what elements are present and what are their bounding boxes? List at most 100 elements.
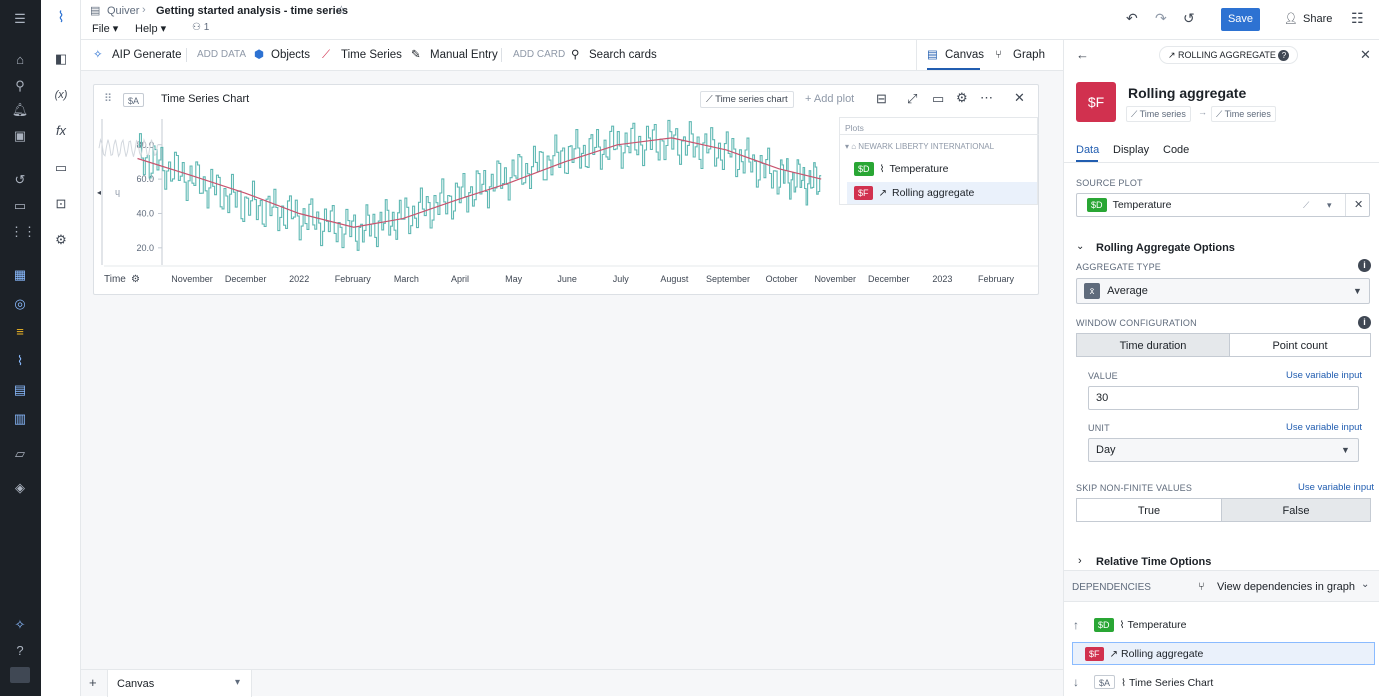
chevron-right-icon[interactable]: › [1078,555,1082,567]
arrow-right-icon: → [1198,107,1207,117]
undo-icon[interactable]: ↶ [1126,10,1138,26]
card-title[interactable]: Time Series Chart [161,93,250,105]
drag-handle-icon[interactable]: ⠿ [104,93,113,105]
home-icon[interactable]: ⌂ [16,52,24,67]
time-series-chart-card[interactable]: ⠿ $A Time Series Chart ⟋ Time series cha… [93,84,1039,295]
app-icon-3[interactable]: ≡ [16,324,24,339]
back-icon[interactable]: ← [1076,47,1089,62]
chart-type-button[interactable]: ⟋ Time series chart [700,91,794,108]
use-variable-link[interactable]: Use variable input [1286,370,1363,381]
app-icon-1[interactable]: ▦ [13,267,27,282]
time-series-button[interactable]: Time Series [341,49,402,61]
series-rolling-aggregate [137,137,822,228]
app-icon-6[interactable]: ▥ [13,411,27,426]
settings-icon[interactable]: ⚙ [55,232,67,247]
folder-icon[interactable]: ▭ [13,198,27,213]
node-title[interactable]: Rolling aggregate [1128,85,1247,101]
star-icon[interactable]: ☆ [336,3,347,17]
legend-item-selected[interactable]: $F ↗ Rolling aggregate [847,182,1037,204]
presentation-icon[interactable]: ▭ [932,91,945,106]
app-icon-5[interactable]: ▤ [13,382,27,397]
history-icon[interactable]: ↺ [1183,10,1195,26]
unit-select[interactable]: Day ▼ [1088,438,1359,462]
info-icon[interactable]: i [1358,259,1371,272]
notifications-icon[interactable]: 🔔︎ [11,102,29,117]
dependency-row[interactable]: $A ⌇ Time Series Chart [1089,671,1375,693]
more-icon[interactable]: ⋯ [980,90,993,105]
page-title[interactable]: Getting started analysis - time series [156,5,348,17]
tab-display[interactable]: Display [1113,144,1150,156]
layout-icon[interactable]: ⊟ [876,91,887,106]
chevron-down-icon[interactable]: ⌄ [1076,241,1085,252]
search-cards-button[interactable]: Search cards [589,49,657,61]
share-button[interactable]: Share [1303,13,1333,25]
search-icon[interactable]: ⚲ [15,78,25,93]
clear-icon[interactable]: ✕ [1354,199,1364,211]
presentation-icon[interactable]: ▭ [54,160,68,175]
menu-icon[interactable]: ☰ [14,11,26,26]
chevron-down-icon[interactable]: ⌄ [1361,579,1370,590]
aip-generate-button[interactable]: AIP Generate [112,49,182,61]
time-duration-toggle[interactable]: Time duration [1076,333,1230,357]
quiver-logo-icon: ⌇ [57,9,65,26]
canvas-tab[interactable]: Canvas ▾ [107,670,252,697]
help-menu[interactable]: Help ▾ [135,23,167,35]
layers-icon[interactable]: ◧ [54,51,68,66]
x-tick-label: March [394,274,419,284]
function-icon[interactable]: fx [55,123,67,138]
legend-group[interactable]: ▾ ⌂ NEWARK LIBERTY INTERNATIONAL [845,142,995,151]
tab-data[interactable]: Data [1076,144,1100,156]
quiver-app-icon[interactable]: ⌇ [16,353,24,368]
line-chart-icon: ⟋ [322,49,331,61]
focus-icon[interactable]: ⊡ [55,196,67,211]
point-count-toggle[interactable]: Point count [1229,333,1371,357]
help-icon[interactable]: ? [1278,50,1290,61]
close-icon[interactable]: ✕ [1014,90,1025,105]
chevron-down-icon[interactable]: ▾ [1327,200,1332,210]
list-icon[interactable]: ☷ [1351,10,1364,26]
variables-icon[interactable]: (x) [54,89,68,101]
relative-time-title[interactable]: Relative Time Options [1096,556,1212,568]
use-variable-link[interactable]: Use variable input [1298,482,1375,493]
close-icon[interactable]: ✕ [1360,47,1371,62]
grid-icon[interactable]: ⋮⋮ [10,224,36,239]
x-tick-label: February [335,274,372,284]
tab-code[interactable]: Code [1163,144,1190,156]
add-plot-button[interactable]: + Add plot [805,93,855,105]
input-type-tag: ⟋ Time series [1126,106,1191,122]
dependency-row[interactable]: $D ⌇ Temperature [1089,614,1375,636]
aggregate-type-select[interactable]: x̄ Average ▼ [1076,278,1370,304]
save-button[interactable]: Save [1221,8,1260,31]
section-title[interactable]: Rolling Aggregate Options [1096,242,1235,254]
legend-item[interactable]: $D ⌇ Temperature [854,162,1036,182]
value-input[interactable]: 30 [1088,386,1359,410]
canvas-tab[interactable]: Canvas [945,49,984,61]
expand-icon[interactable]: ⤢ [907,91,918,106]
app-icon-2[interactable]: ◎ [14,296,26,311]
help-icon[interactable]: ? [16,643,24,658]
source-plot-select[interactable]: $D Temperature ⟋ ▾ ✕ [1076,193,1370,217]
aip-icon[interactable]: ✧ [14,617,26,632]
view-deps-link[interactable]: View dependencies in graph [1217,581,1356,593]
dependency-row-selected[interactable]: $F ↗ Rolling aggregate [1072,642,1375,665]
skip-true-toggle[interactable]: True [1076,498,1222,522]
breadcrumb-app[interactable]: Quiver [107,5,140,17]
cube-icon[interactable]: ◈ [15,480,25,495]
file-menu[interactable]: File ▾ [92,23,119,35]
manual-entry-button[interactable]: Manual Entry [430,49,498,61]
skip-false-toggle[interactable]: False [1221,498,1371,522]
objects-button[interactable]: Objects [271,49,310,61]
settings-icon[interactable]: ⚙ [956,90,968,105]
folder-open-icon[interactable]: ▱ [15,446,25,461]
average-icon: x̄ [1084,283,1100,300]
legend-item-name: Temperature [889,163,949,175]
add-tab-button[interactable]: + [89,675,97,690]
use-variable-link[interactable]: Use variable input [1286,422,1363,433]
avatar[interactable] [10,667,30,683]
graph-tab[interactable]: Graph [1013,49,1045,61]
apps-icon[interactable]: ▣ [13,128,27,143]
info-icon[interactable]: i [1358,316,1371,329]
redo-icon[interactable]: ↷ [1155,10,1167,26]
history-icon[interactable]: ↺ [14,172,26,187]
